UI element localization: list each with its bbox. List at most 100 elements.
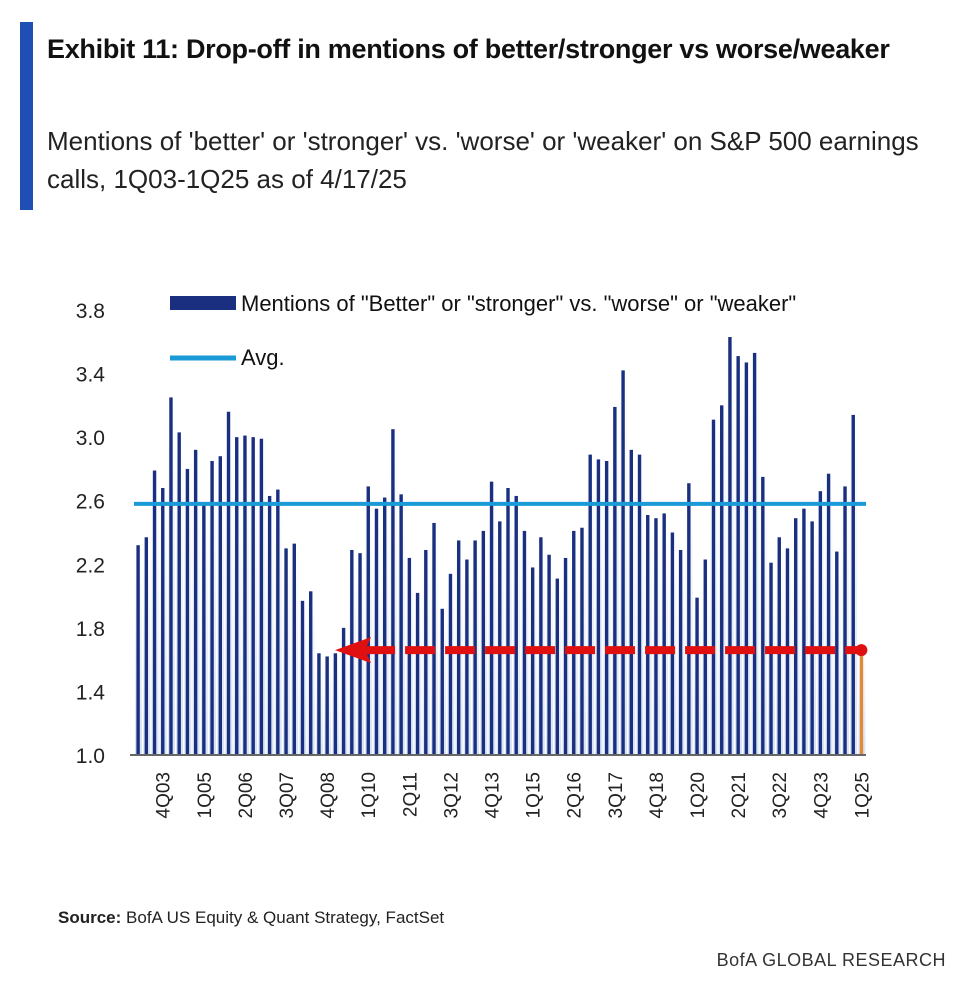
- x-tick-label: 4Q23: [811, 772, 832, 818]
- bar: [703, 559, 707, 755]
- bar: [678, 549, 683, 755]
- x-tick-label: 4Q13: [482, 772, 503, 818]
- bar: [826, 473, 831, 755]
- bar: [136, 545, 140, 755]
- bar: [670, 532, 675, 755]
- bar: [818, 491, 823, 755]
- x-tick-label: 2Q11: [400, 772, 421, 817]
- bar: [317, 653, 321, 755]
- bar: [744, 362, 749, 755]
- bar: [851, 414, 855, 755]
- source-label: Source:: [58, 908, 122, 927]
- bar: [621, 370, 625, 755]
- bar: [489, 481, 494, 755]
- bar: [325, 656, 329, 755]
- bar: [169, 397, 173, 755]
- bar: [448, 573, 453, 755]
- bar: [769, 562, 773, 755]
- bar: [514, 495, 518, 755]
- bar: [662, 513, 666, 755]
- bar: [185, 468, 190, 755]
- bar: [276, 489, 280, 755]
- brand-footer: BofA GLOBAL RESEARCH: [716, 950, 946, 970]
- x-tick-label: 2Q06: [236, 772, 257, 818]
- y-tick-label: 2.6: [76, 491, 105, 514]
- legend: Mentions of "Better" or "stronger" vs. "…: [170, 291, 796, 370]
- bar: [473, 540, 477, 755]
- legend-label-bars: Mentions of "Better" or "stronger" vs. "…: [241, 291, 796, 316]
- bar: [292, 543, 296, 755]
- bar: [572, 530, 576, 755]
- bar: [506, 488, 510, 755]
- bar: [144, 537, 149, 755]
- x-tick-label: 1Q05: [195, 772, 216, 818]
- y-tick-label: 1.8: [76, 618, 105, 641]
- bar: [366, 486, 370, 755]
- bar: [629, 449, 633, 755]
- y-tick-label: 3.4: [76, 364, 106, 387]
- chart-subtitle: Mentions of 'better' or 'stronger' vs. '…: [47, 126, 919, 194]
- x-tick-label: 1Q20: [688, 772, 709, 818]
- bar: [555, 578, 560, 755]
- bar: [440, 608, 444, 755]
- source-text: BofA US Equity & Quant Strategy, FactSet: [121, 908, 445, 927]
- bar: [637, 454, 642, 755]
- x-tick-label: 3Q17: [606, 772, 627, 818]
- bar: [761, 476, 765, 755]
- bar: [235, 437, 239, 755]
- y-tick-label: 1.0: [76, 745, 105, 768]
- bar: [300, 600, 305, 755]
- x-tick-label: 1Q15: [524, 772, 545, 818]
- bar: [580, 527, 584, 755]
- bar: [563, 557, 568, 755]
- bar: [835, 551, 839, 755]
- bar: [613, 406, 617, 755]
- x-tick-label: 4Q08: [318, 772, 339, 818]
- bar: [547, 554, 551, 755]
- chart-title: Exhibit 11: Drop-off in mentions of bett…: [47, 34, 890, 64]
- bar: [498, 521, 502, 755]
- bar: [736, 356, 740, 755]
- bar: [202, 503, 206, 755]
- bar: [210, 460, 214, 755]
- bar: [794, 518, 798, 755]
- bar: [374, 508, 379, 755]
- bar: [259, 438, 264, 755]
- y-tick-label: 3.8: [76, 300, 105, 323]
- bar: [243, 435, 247, 755]
- bar: [399, 494, 403, 755]
- bar: [407, 557, 412, 755]
- bar: [267, 495, 272, 755]
- bar: [226, 411, 231, 755]
- bar: [432, 522, 436, 755]
- y-tick-label: 2.2: [76, 554, 105, 577]
- bar: [720, 405, 724, 755]
- bar: [695, 597, 699, 755]
- highlight-bar: [859, 650, 864, 755]
- bar: [654, 518, 658, 755]
- bar: [604, 460, 609, 755]
- bar: [588, 454, 592, 755]
- bar: [152, 470, 157, 755]
- bar: [810, 521, 814, 755]
- x-tick-label: 4Q03: [154, 772, 175, 818]
- x-tick-label: 3Q12: [441, 772, 462, 818]
- bar: [843, 486, 847, 755]
- accent-bar: [20, 22, 33, 210]
- bar: [728, 337, 732, 755]
- bar: [341, 627, 346, 755]
- arrow-head: [335, 637, 372, 664]
- bar: [802, 508, 806, 755]
- bar: [481, 530, 486, 755]
- x-tick-label: 3Q07: [277, 772, 298, 818]
- bar: [251, 437, 255, 755]
- bar: [383, 497, 387, 755]
- x-tick-label: 2Q21: [729, 772, 750, 818]
- bar: [333, 653, 338, 755]
- x-tick-label: 4Q18: [647, 772, 668, 818]
- bar: [218, 456, 222, 755]
- y-tick-label: 1.4: [76, 681, 106, 704]
- bar: [465, 559, 469, 755]
